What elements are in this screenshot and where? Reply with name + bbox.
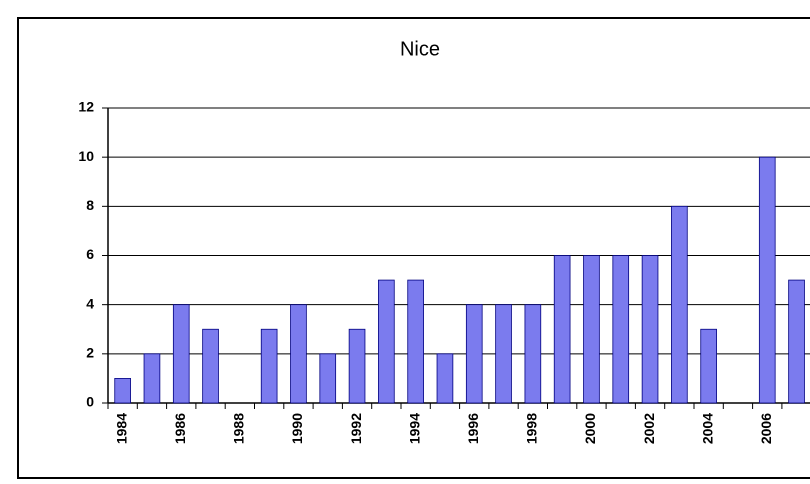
y-tick-label: 10 <box>78 148 94 164</box>
bar <box>700 328 717 404</box>
bar <box>495 304 512 404</box>
bar <box>641 255 659 404</box>
y-tick-label: 0 <box>86 394 94 410</box>
bar <box>143 353 161 404</box>
y-tick-label: 2 <box>86 345 94 361</box>
x-tick-label: 1992 <box>348 413 364 444</box>
bar <box>260 328 278 404</box>
bar <box>407 279 424 404</box>
bar <box>758 156 776 404</box>
bar <box>319 353 337 404</box>
x-tick-label: 1998 <box>524 413 540 444</box>
x-tick-label: 1994 <box>406 413 422 444</box>
bar <box>172 304 190 404</box>
x-tick-label: 1996 <box>465 413 481 444</box>
bar <box>290 304 307 404</box>
chart-title: Nice <box>400 38 440 60</box>
x-tick-label: 2006 <box>758 413 774 444</box>
y-tick-label: 4 <box>86 295 94 311</box>
x-tick-label: 1988 <box>231 413 247 444</box>
bar <box>553 255 571 404</box>
x-tick-label: 2002 <box>641 413 657 444</box>
x-tick-label: 1990 <box>289 413 305 444</box>
bar <box>671 205 688 404</box>
bar <box>436 353 454 404</box>
y-tick-label: 12 <box>78 99 94 115</box>
x-tick-label: 1986 <box>172 413 188 444</box>
y-tick-label: 8 <box>86 197 94 213</box>
bar <box>465 304 483 404</box>
bar <box>524 304 542 404</box>
x-tick-label: 2004 <box>699 413 715 444</box>
bar <box>348 328 366 404</box>
x-tick-label: 1984 <box>113 413 129 444</box>
bar <box>788 279 805 404</box>
bar <box>202 328 219 404</box>
x-tick-label: 2000 <box>582 413 598 444</box>
bar <box>114 378 131 404</box>
bar <box>378 279 395 404</box>
y-tick-label: 6 <box>86 246 94 262</box>
bar <box>612 255 630 404</box>
bar <box>583 255 600 404</box>
